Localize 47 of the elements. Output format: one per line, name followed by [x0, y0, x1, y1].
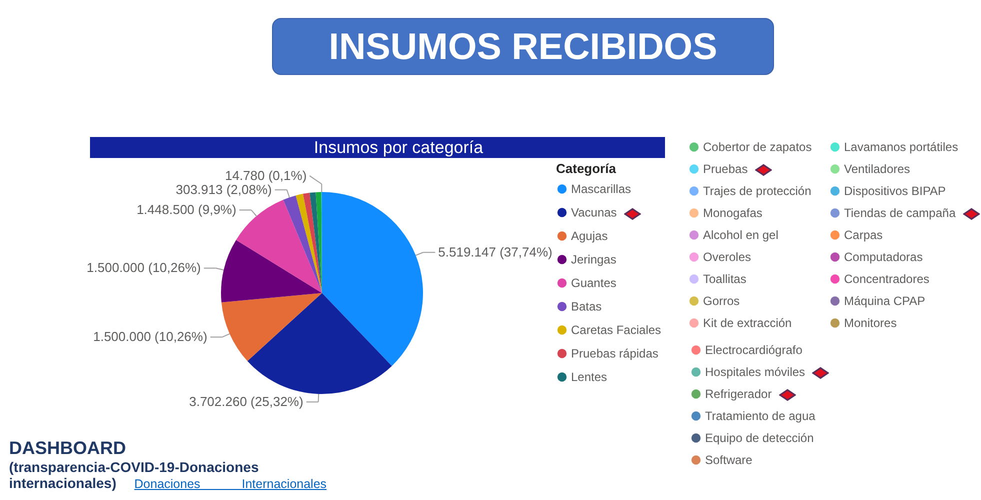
- subtitle-bar: Insumos por categoría: [90, 137, 665, 158]
- legend-label: Overoles: [703, 250, 752, 264]
- chart-subtitle: Insumos por categoría: [314, 138, 484, 157]
- legend-label: Jeringas: [571, 252, 616, 266]
- legend-label: Ventiladores: [844, 162, 910, 176]
- legend-label: Monitores: [844, 316, 897, 330]
- data-label: 1.448.500 (9,9%): [136, 202, 236, 218]
- legend-label: Tiendas de campaña: [844, 206, 956, 220]
- data-label: 5.519.147 (37,74%): [438, 244, 552, 260]
- data-label: 14.780 (0,1%): [224, 168, 307, 183]
- legend-label: Kit de extracción: [703, 316, 792, 330]
- text: Donaciones Internacionales: [134, 477, 327, 491]
- legend-label: Equipo de detección: [705, 431, 814, 445]
- legend-label: Monogafas: [703, 206, 762, 220]
- chart-title: INSUMOS RECIBIDOS: [328, 26, 718, 68]
- legend-label: Cobertor de zapatos: [703, 140, 812, 154]
- legend-label: Electrocardiógrafo: [705, 343, 803, 357]
- legend-label: Refrigerador: [705, 387, 772, 401]
- text: DASHBOARD: [9, 437, 127, 459]
- legend-label: Trajes de protección: [703, 184, 812, 198]
- legend-label: Toallitas: [703, 272, 746, 286]
- legend-label: Lavamanos portátiles: [844, 140, 958, 154]
- data-label: 1.500.000 (10,26%): [86, 260, 201, 276]
- legend-label: Computadoras: [844, 250, 923, 264]
- legend-label: Software: [705, 453, 753, 467]
- title-banner: INSUMOS RECIBIDOS: [272, 18, 774, 75]
- legend-label: Lentes: [571, 370, 608, 384]
- legend-label: Pruebas: [703, 162, 748, 176]
- data-label: 3.702.260 (25,32%): [189, 394, 304, 409]
- legend-label: Hospitales móviles: [705, 365, 806, 379]
- legend-label: Agujas: [571, 229, 608, 243]
- legend-label: Vacunas: [571, 206, 617, 220]
- data-label: 303.913 (2,08%): [176, 182, 272, 197]
- legend-label: Tratamiento de agua: [705, 409, 816, 423]
- legend-label: Caretas Faciales: [571, 323, 662, 337]
- data-label: 1.500.000 (10,26%): [93, 329, 208, 344]
- legend-label: Concentradores: [844, 272, 930, 286]
- legend-label: Batas: [571, 300, 602, 314]
- legend-label: Alcohol en gel: [703, 228, 778, 242]
- legend-label: Carpas: [844, 228, 883, 242]
- legend-label: Guantes: [571, 276, 616, 290]
- legend-label: Gorros: [703, 294, 740, 308]
- legend-label: Pruebas rápidas: [571, 346, 658, 360]
- legend-label: Máquina CPAP: [844, 294, 926, 308]
- legend-label: Mascarillas: [571, 182, 632, 196]
- legend-title: Categoría: [556, 161, 617, 176]
- legend-label: Dispositivos BIPAP: [844, 184, 946, 198]
